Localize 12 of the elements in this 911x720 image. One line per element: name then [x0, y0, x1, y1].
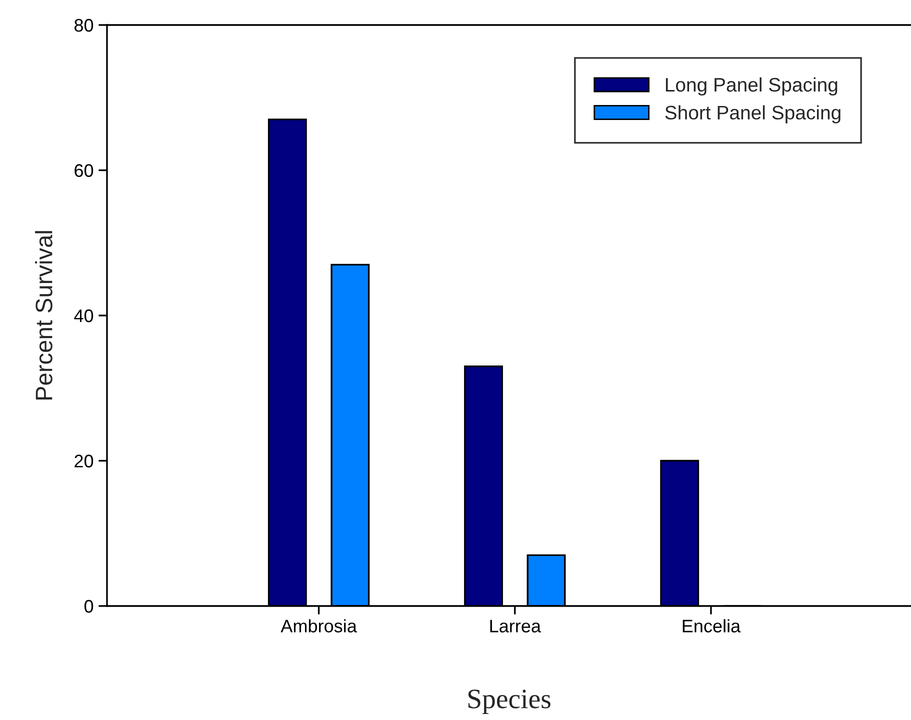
y-tick-label: 80 — [74, 18, 94, 32]
y-tick-label: 20 — [74, 454, 94, 468]
legend-label: Long Panel Spacing — [666, 77, 838, 96]
y-tick-label: 60 — [74, 164, 94, 177]
legend-label: Short Panel Spacing — [665, 105, 840, 124]
x-tick-label: Ambrosia — [280, 619, 357, 632]
x-axis-title: Species — [468, 690, 550, 714]
x-tick-label: Encelia — [682, 619, 741, 632]
x-tick-label: Larrea — [490, 620, 541, 632]
y-tick-label: 40 — [74, 309, 94, 322]
y-axis-title: Percent Survival — [35, 231, 52, 400]
y-tick-label: 0 — [84, 600, 94, 613]
